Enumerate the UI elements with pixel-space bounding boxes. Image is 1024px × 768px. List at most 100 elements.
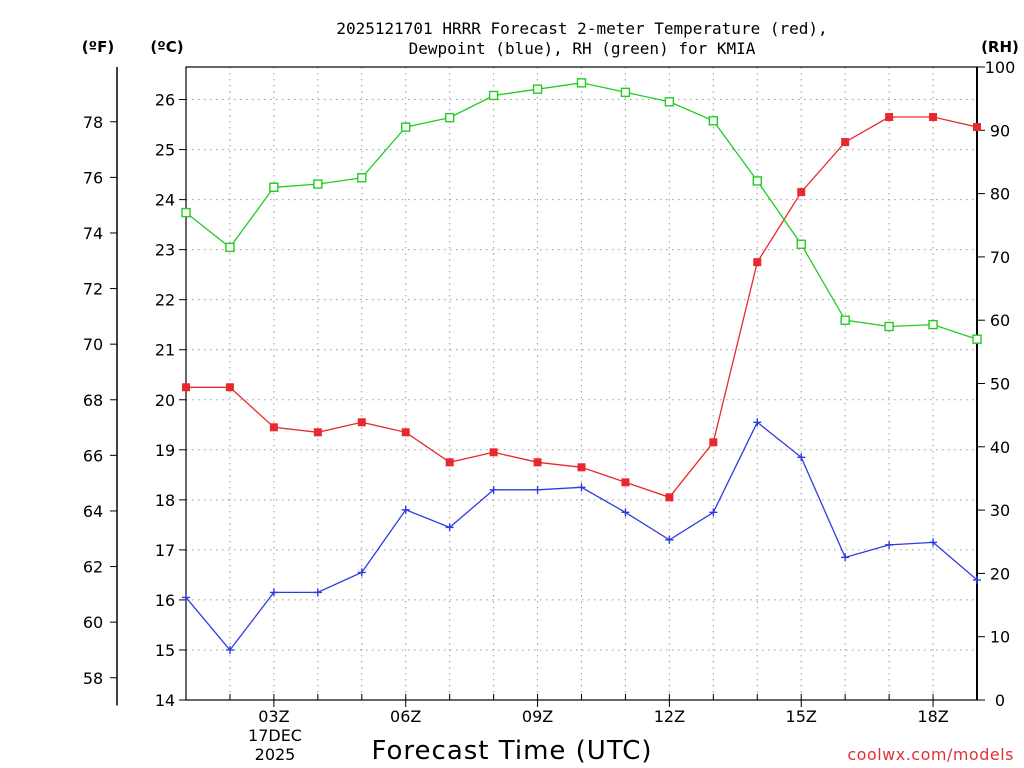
data-point [489, 485, 498, 494]
celsius-tick-label: 14 [155, 691, 175, 710]
celsius-tick-label: 26 [155, 91, 175, 110]
data-point [269, 588, 278, 597]
celsius-tick-label: 16 [155, 591, 175, 610]
chart-subtitle: Dewpoint (blue), RH (green) for KMIA [409, 39, 756, 58]
data-point [972, 334, 982, 344]
data-point [797, 188, 806, 197]
data-point [973, 575, 981, 584]
data-point [577, 483, 586, 492]
data-point [928, 319, 938, 330]
fahrenheit-tick-label: 64 [83, 502, 103, 521]
fahrenheit-tick-label: 62 [83, 558, 103, 577]
rh-tick-label: 100 [985, 58, 1016, 77]
x-tick-label: 18Z [917, 707, 948, 726]
celsius-tick-label: 18 [155, 491, 175, 510]
data-point [709, 438, 718, 447]
data-point [752, 176, 762, 186]
celsius-tick-label: 23 [155, 241, 175, 260]
plot-border [185, 66, 978, 701]
grid-lines [186, 67, 977, 700]
data-point [357, 418, 366, 427]
fahrenheit-tick-label: 70 [83, 335, 103, 354]
data-point [797, 453, 806, 462]
celsius-tick-label: 17 [155, 541, 175, 560]
x-tick-label: 09Z [522, 707, 553, 726]
data-point [532, 84, 543, 94]
data-point [620, 87, 631, 98]
x-tick-label: 12Z [654, 707, 685, 726]
data-point [929, 538, 938, 547]
fahrenheit-tick-label: 78 [83, 113, 103, 132]
axis-ticks: 14 15 16 17 18 19 20 21 22 23 24 25 26 58 60 62 64 66 68 70… [83, 58, 1015, 726]
data-point [841, 138, 850, 147]
rh-tick-label: 40 [990, 438, 1010, 457]
data-point [973, 123, 981, 132]
data-point [576, 78, 587, 88]
data-point [621, 478, 630, 487]
series-rh [181, 78, 982, 344]
fahrenheit-tick-label: 74 [83, 224, 103, 243]
date-label-year: 2025 [255, 745, 296, 764]
data-point [225, 645, 234, 654]
data-point [445, 523, 454, 532]
data-point [182, 593, 190, 602]
data-point [269, 182, 279, 192]
data-series [181, 78, 982, 654]
data-point [444, 112, 455, 123]
axes [116, 66, 978, 706]
date-label-day: 17DEC [248, 726, 302, 745]
data-point [664, 97, 675, 107]
x-tick-label: 03Z [258, 707, 289, 726]
celsius-tick-label: 20 [155, 391, 175, 410]
data-point [533, 458, 542, 467]
data-point [709, 508, 718, 517]
data-point [796, 239, 806, 249]
data-point [753, 258, 762, 267]
x-tick-label: 15Z [786, 707, 817, 726]
data-point [577, 463, 586, 472]
data-point [445, 458, 454, 467]
data-point [621, 508, 630, 517]
rh-tick-label: 10 [990, 628, 1010, 647]
fahrenheit-tick-label: 58 [83, 669, 103, 688]
data-point [884, 321, 894, 332]
series-dewpoint [182, 418, 981, 654]
celsius-tick-label: 25 [155, 141, 175, 160]
rh-tick-label: 60 [990, 311, 1010, 330]
data-point [533, 485, 542, 494]
data-point [269, 423, 278, 432]
fahrenheit-unit-label: (ºF) [82, 38, 114, 56]
data-point [488, 90, 499, 101]
data-point [357, 173, 367, 183]
data-point [401, 122, 411, 132]
data-point [182, 383, 190, 392]
data-point [840, 315, 850, 325]
data-point [665, 535, 674, 544]
data-point [357, 568, 366, 577]
rh-tick-label: 0 [995, 691, 1005, 710]
rh-tick-label: 30 [990, 501, 1010, 520]
fahrenheit-tick-label: 60 [83, 613, 103, 632]
celsius-tick-label: 21 [155, 341, 175, 360]
data-point [841, 553, 850, 562]
data-point [489, 448, 498, 457]
fahrenheit-tick-label: 76 [83, 168, 103, 187]
data-point [929, 113, 938, 122]
x-tick-label: 06Z [390, 707, 421, 726]
fahrenheit-tick-label: 66 [83, 446, 103, 465]
data-point [885, 113, 894, 122]
celsius-unit-label: (ºC) [150, 38, 183, 56]
fahrenheit-tick-label: 72 [83, 280, 103, 299]
data-point [225, 242, 235, 253]
data-point [401, 428, 410, 437]
rh-tick-label: 90 [990, 121, 1010, 140]
data-point [225, 383, 234, 392]
data-point [313, 428, 322, 437]
data-point [313, 179, 323, 189]
credit-label: coolwx.com/models [847, 745, 1014, 764]
rh-tick-label: 20 [990, 564, 1010, 583]
data-point [181, 207, 191, 218]
rh-tick-label: 50 [990, 375, 1010, 394]
chart-title: 2025121701 HRRR Forecast 2-meter Tempera… [336, 19, 827, 38]
data-point [708, 116, 719, 126]
